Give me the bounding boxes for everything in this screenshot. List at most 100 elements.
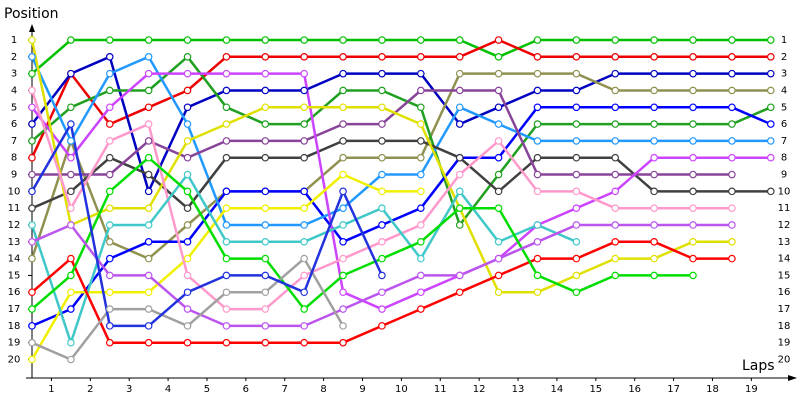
point	[261, 69, 270, 78]
point	[67, 305, 75, 313]
point	[339, 254, 347, 263]
point	[261, 237, 270, 246]
point	[417, 254, 425, 263]
point	[650, 103, 658, 112]
point	[417, 305, 425, 313]
point	[144, 137, 153, 145]
point	[28, 288, 36, 297]
point	[28, 355, 36, 364]
point	[339, 53, 347, 61]
point	[766, 103, 775, 112]
point	[417, 288, 425, 297]
point	[67, 69, 75, 78]
point	[728, 86, 736, 95]
point	[572, 204, 581, 212]
point	[144, 103, 153, 112]
point	[222, 120, 231, 128]
x-tick-label: 3	[126, 384, 132, 395]
point	[572, 153, 581, 162]
x-tick-label: 15	[589, 384, 602, 395]
point	[183, 288, 192, 297]
point	[339, 36, 347, 44]
point	[689, 86, 697, 95]
series-line	[31, 55, 771, 193]
point	[261, 137, 270, 145]
point	[378, 254, 386, 263]
x-tick-label: 4	[165, 384, 171, 395]
x-axis-label: Laps	[742, 358, 775, 374]
x-tick-label: 12	[473, 384, 486, 395]
point	[105, 36, 114, 44]
point	[494, 237, 503, 246]
y-tick-label-right: 3	[781, 69, 787, 80]
point	[144, 153, 153, 162]
point	[144, 237, 153, 246]
point	[261, 120, 270, 128]
point	[300, 36, 308, 44]
point	[378, 288, 386, 297]
y-tick-label: 10	[8, 186, 21, 197]
y-tick-label: 19	[8, 338, 21, 349]
point	[455, 120, 464, 128]
y-arrow	[29, 24, 35, 32]
point	[611, 36, 620, 44]
x-tick-label: 10	[395, 384, 408, 395]
point	[28, 137, 36, 145]
point	[144, 170, 153, 179]
point	[300, 271, 308, 280]
point	[183, 305, 192, 313]
y-tick-label-right: 5	[781, 102, 787, 113]
y-tick-label: 2	[11, 52, 17, 63]
point	[689, 36, 697, 44]
x-tick-label: 6	[243, 384, 249, 395]
point	[650, 170, 658, 179]
point	[67, 288, 75, 297]
point	[728, 237, 736, 246]
series-line	[30, 122, 384, 328]
point	[572, 137, 581, 145]
point	[728, 221, 736, 229]
point	[611, 103, 620, 112]
point	[455, 53, 464, 61]
point	[183, 69, 192, 78]
point	[300, 153, 308, 162]
point	[28, 338, 36, 347]
point	[28, 103, 36, 112]
point	[300, 204, 308, 212]
point	[339, 103, 347, 112]
point	[300, 322, 308, 330]
point	[650, 120, 658, 128]
point	[689, 221, 697, 229]
point	[67, 103, 75, 112]
point	[533, 36, 542, 44]
point	[339, 187, 347, 196]
point	[494, 120, 503, 128]
point	[300, 86, 308, 95]
point	[183, 322, 192, 330]
point	[417, 103, 425, 112]
point	[455, 288, 464, 297]
point	[494, 69, 503, 78]
point	[261, 103, 270, 112]
point	[378, 305, 386, 313]
point	[67, 204, 75, 212]
point	[339, 86, 347, 95]
point	[494, 204, 503, 212]
point	[494, 53, 503, 61]
point	[28, 305, 36, 313]
point	[572, 120, 581, 128]
y-tick-label-right: 14	[778, 254, 791, 265]
point	[689, 254, 697, 263]
point	[183, 36, 192, 44]
point	[28, 187, 36, 196]
point	[378, 86, 386, 95]
point	[339, 120, 347, 128]
point	[611, 86, 620, 95]
point	[261, 271, 270, 280]
point	[494, 254, 503, 263]
y-tick-label-right: 8	[781, 153, 787, 164]
point	[378, 103, 386, 112]
point	[417, 187, 425, 196]
point	[144, 338, 153, 347]
point	[455, 221, 464, 229]
